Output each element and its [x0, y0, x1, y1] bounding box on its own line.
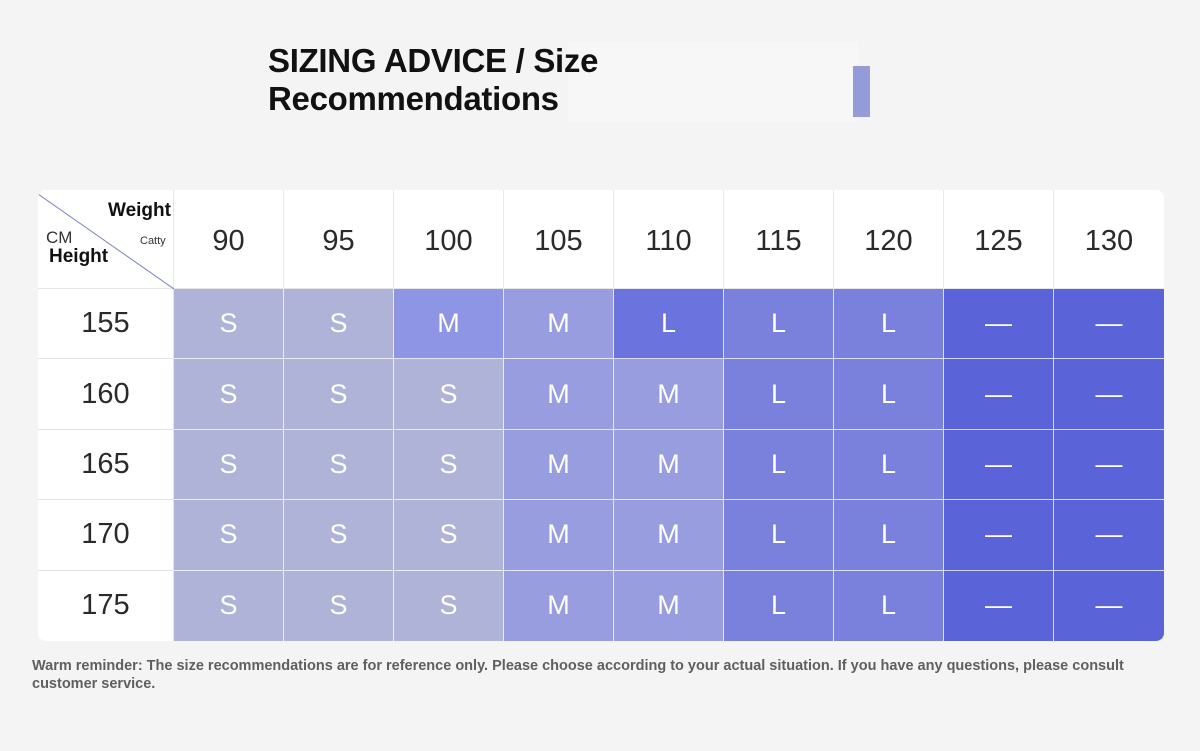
size-cell: L	[834, 429, 944, 501]
height-row-header: 155	[38, 289, 174, 360]
size-cell: M	[504, 429, 614, 501]
size-cell: L	[834, 359, 944, 430]
size-grid: Weight CM Catty Height 90 95 100 105 110 115 1…	[38, 190, 1164, 641]
size-cell: S	[174, 500, 284, 571]
size-cell: L	[834, 289, 944, 360]
size-cell: —	[1054, 289, 1164, 360]
size-cell: —	[1054, 500, 1164, 571]
size-cell: M	[504, 359, 614, 430]
size-cell: S	[284, 500, 394, 571]
size-cell: —	[1054, 359, 1164, 430]
size-cell: S	[174, 429, 284, 501]
size-cell: L	[834, 500, 944, 571]
size-cell: S	[174, 289, 284, 360]
height-axis-label: Height	[49, 246, 109, 267]
size-chart-table: Weight CM Catty Height 90 95 100 105 110 115 1…	[38, 190, 1164, 641]
size-cell: L	[724, 429, 834, 501]
table-corner-header: Weight CM Catty Height	[38, 190, 174, 289]
size-cell: L	[724, 289, 834, 360]
size-cell: M	[614, 429, 724, 501]
size-cell: M	[394, 289, 504, 360]
size-cell: S	[394, 500, 504, 571]
size-cell: S	[174, 570, 284, 641]
size-cell: —	[944, 289, 1054, 360]
size-cell: L	[834, 570, 944, 641]
warm-reminder-note: Warm reminder: The size recommendations …	[32, 658, 1124, 692]
size-cell: M	[614, 500, 724, 571]
size-cell: M	[614, 359, 724, 430]
height-unit-label: CM	[46, 228, 73, 247]
height-row-header: 175	[38, 570, 174, 641]
size-cell: —	[944, 570, 1054, 641]
size-cell: S	[284, 570, 394, 641]
accent-bar	[853, 66, 870, 117]
diagonal-divider	[38, 193, 174, 289]
title-backdrop	[568, 42, 858, 122]
size-cell: M	[504, 570, 614, 641]
size-cell: —	[944, 500, 1054, 571]
weight-column-header: 105	[504, 190, 614, 289]
size-cell: S	[174, 359, 284, 430]
weight-column-header: 120	[834, 190, 944, 289]
size-cell: —	[1054, 429, 1164, 501]
size-cell: M	[614, 570, 724, 641]
height-row-header: 165	[38, 429, 174, 501]
weight-column-header: 125	[944, 190, 1054, 289]
size-cell: S	[394, 429, 504, 501]
size-cell: S	[394, 359, 504, 430]
weight-column-header: 95	[284, 190, 394, 289]
weight-axis-label: Weight	[108, 200, 171, 221]
size-cell: S	[284, 359, 394, 430]
weight-column-header: 115	[724, 190, 834, 289]
weight-unit-label: Catty	[140, 235, 166, 247]
size-cell: —	[1054, 570, 1164, 641]
size-cell: L	[724, 359, 834, 430]
size-cell: —	[944, 359, 1054, 430]
size-cell: —	[944, 429, 1054, 501]
weight-column-header: 100	[394, 190, 504, 289]
size-cell: L	[724, 500, 834, 571]
size-cell: M	[504, 289, 614, 360]
size-cell: L	[724, 570, 834, 641]
title-area: SIZING ADVICE / Size Recommendations	[268, 42, 858, 122]
height-row-header: 160	[38, 359, 174, 430]
size-cell: L	[614, 289, 724, 360]
weight-column-header: 110	[614, 190, 724, 289]
weight-column-header: 90	[174, 190, 284, 289]
size-cell: S	[394, 570, 504, 641]
size-cell: S	[284, 289, 394, 360]
size-cell: M	[504, 500, 614, 571]
page-title: SIZING ADVICE / Size Recommendations	[268, 42, 599, 117]
height-row-header: 170	[38, 500, 174, 571]
weight-column-header: 130	[1054, 190, 1164, 289]
size-cell: S	[284, 429, 394, 501]
